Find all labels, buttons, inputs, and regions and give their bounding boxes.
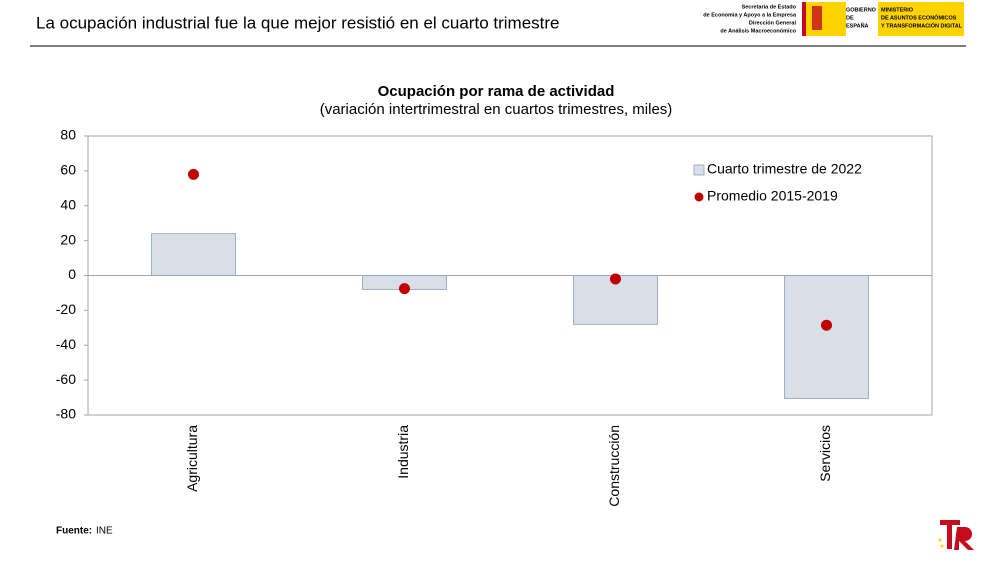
slide-title: La ocupación industrial fue la que mejor… bbox=[36, 13, 560, 32]
x-tick-label: Construcción bbox=[606, 425, 622, 507]
x-tick-label: Servicios bbox=[817, 425, 833, 482]
gov-text: GOBIERNO DE ESPAÑA bbox=[846, 7, 877, 29]
flag-stripe bbox=[802, 2, 806, 36]
dot bbox=[610, 273, 621, 285]
source: INE bbox=[96, 526, 113, 537]
legend-swatch bbox=[693, 164, 705, 176]
gov-line: DE bbox=[846, 15, 854, 21]
secretary-line: de Economía y Apoyo a la Empresa bbox=[703, 12, 797, 18]
logo-dot bbox=[938, 538, 942, 542]
secretary-text: Secretaría de Estado de Economía y Apoyo… bbox=[703, 4, 797, 34]
y-tick-label: -20 bbox=[56, 301, 76, 317]
secretary-line: Secretaría de Estado bbox=[742, 4, 797, 10]
dot bbox=[188, 168, 199, 180]
y-tick-label: -80 bbox=[56, 406, 76, 422]
chart-subtitle: (variación intertrimestral en cuartos tr… bbox=[320, 101, 673, 118]
tr-logo bbox=[938, 520, 974, 550]
gov-line: GOBIERNO bbox=[846, 7, 877, 13]
ministry-text: MINISTERIO DE ASUNTOS ECONÓMICOS Y TRANS… bbox=[881, 7, 963, 29]
bar bbox=[784, 275, 869, 399]
x-tick-label: Industria bbox=[395, 425, 411, 479]
y-tick-label: 0 bbox=[68, 266, 76, 282]
source-label: Fuente: bbox=[56, 526, 92, 537]
y-tick-label: 80 bbox=[60, 127, 76, 143]
secretary-line: de Análisis Macroeconómico bbox=[720, 28, 796, 34]
ministry-line: Y TRANSFORMACIÓN DIGITAL bbox=[881, 21, 963, 29]
y-tick-label: -40 bbox=[56, 336, 76, 352]
y-tick-label: 20 bbox=[60, 231, 76, 247]
ministry-line: MINISTERIO bbox=[881, 7, 914, 13]
ministry-box bbox=[878, 2, 964, 36]
chart-title: Ocupación por rama de actividad bbox=[378, 83, 615, 100]
y-tick-label: 60 bbox=[60, 162, 76, 178]
dot bbox=[399, 283, 410, 295]
secretary-line: Dirección General bbox=[749, 20, 797, 26]
x-tick-label: Agricultura bbox=[184, 425, 200, 492]
legend-label: Promedio 2015-2019 bbox=[707, 188, 838, 204]
logo-part bbox=[954, 527, 974, 550]
bar bbox=[151, 233, 236, 276]
legend-swatch bbox=[694, 192, 704, 202]
dot bbox=[821, 319, 832, 331]
y-tick-label: 40 bbox=[60, 196, 76, 212]
gov-line: ESPAÑA bbox=[846, 22, 869, 29]
logo-part bbox=[947, 520, 952, 549]
logo-dot bbox=[940, 544, 944, 548]
y-tick-label: -60 bbox=[56, 371, 76, 387]
legend-label: Cuarto trimestre de 2022 bbox=[707, 161, 862, 177]
coat-of-arms bbox=[812, 6, 822, 30]
ministry-line: DE ASUNTOS ECONÓMICOS bbox=[881, 13, 957, 21]
